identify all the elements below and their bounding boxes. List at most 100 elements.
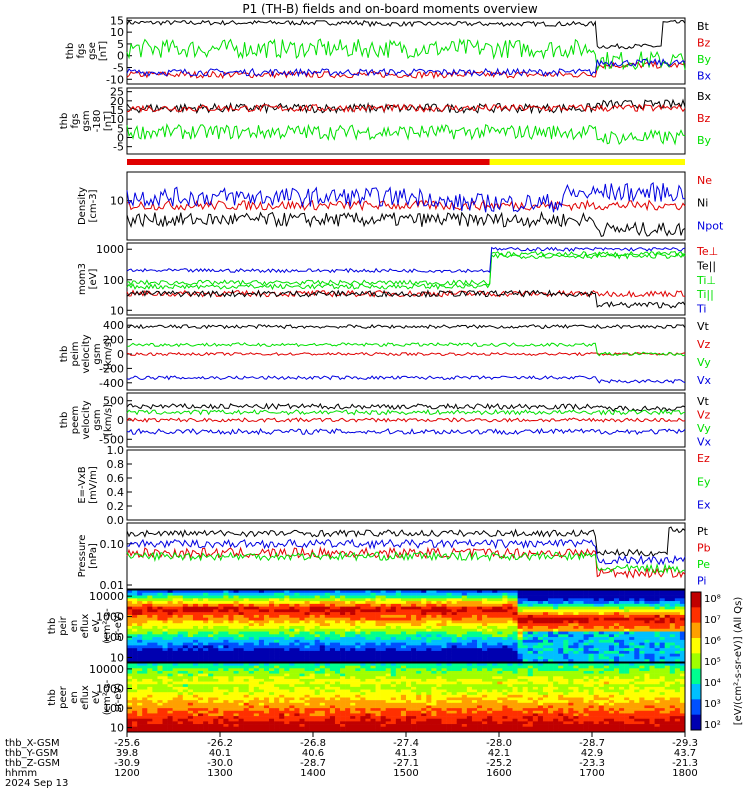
spectrogram-cell [416,692,422,696]
spectrogram-cell [375,705,381,709]
spectrogram-cell [329,620,336,624]
spectrogram-cell [385,626,392,630]
spectrogram-cell [406,614,412,618]
spectrogram-cell [649,631,655,635]
spectrogram-cell [345,665,351,669]
spectrogram-cell [243,705,250,709]
spectrogram-cell [350,628,356,632]
spectrogram-cell [426,710,432,714]
spectrogram-cell [350,634,356,638]
spectrogram-cell [355,612,361,616]
spectrogram-cell [324,686,331,690]
spectrogram-cell [588,612,594,616]
spectrogram-cell [203,713,209,717]
spectrogram-cell [324,702,331,706]
spectrogram-cell [274,678,280,682]
spectrogram-cell [329,609,336,613]
spectrogram-cell [162,626,168,630]
spectrogram-cell [167,634,173,638]
spectrogram-cell [152,659,158,663]
spectrogram-cell [208,617,214,621]
spectrogram-cell [492,678,498,682]
spectrogram-cell [654,623,660,627]
spectrogram-cell [198,592,204,596]
spectrogram-cell [390,659,397,663]
spectrogram-cell [340,639,346,643]
spectrogram-cell [238,718,244,722]
spectrogram-cell [279,601,285,605]
spectrogram-cell [426,653,432,657]
spectrogram-cell [583,626,589,630]
spectrogram-cell [350,637,356,641]
spectrogram-cell [294,692,300,696]
spectrogram-cell [294,697,300,701]
spectrogram-cell [309,653,315,657]
spectrogram-cell [167,609,173,613]
spectrogram-cell [426,628,432,632]
spectrogram-cell [329,590,336,594]
spectrogram-cell [340,692,346,696]
spectrogram-cell [142,670,148,674]
spectrogram-cell [157,609,163,613]
spectrogram-cell [390,702,397,706]
spectrogram-cell [157,642,163,646]
spectrogram-cell [294,595,300,599]
spectrogram-cell [152,648,158,652]
spectrogram-cell [517,639,523,643]
spectrogram-cell [233,668,239,672]
spectrogram-cell [634,631,640,635]
spectrogram-cell [502,678,508,682]
spectrogram-cell [497,697,503,701]
spectrogram-cell [309,659,315,663]
spectrogram-cell [355,598,361,602]
spectrogram-cell [162,612,168,616]
spectrogram-cell [238,663,244,666]
spectrogram-cell [208,626,214,630]
spectrogram-cell [375,653,381,657]
spectrogram-cell [492,656,498,660]
spectrogram-cell [218,639,224,643]
spectrogram-cell [284,634,290,638]
spectrogram-cell [274,614,280,618]
spectrogram-cell [461,721,468,725]
spectrogram-cell [542,606,549,610]
series-Bx [126,58,686,78]
spectrogram-cell [400,684,407,688]
spectrogram-cell [542,626,549,630]
spectrogram-cell [512,592,518,596]
spectrogram-cell [258,645,265,649]
spectrogram-cell [294,653,300,657]
spectrogram-cell [669,659,676,663]
spectrogram-cell [223,718,229,722]
spectrogram-cell [329,653,336,657]
spectrogram-cell [319,681,326,685]
spectrogram-cell [360,595,366,599]
spectrogram-cell [203,603,209,607]
spectrogram-cell [649,606,655,610]
spectrogram-cell [319,724,326,727]
spectrogram-cell [593,637,600,641]
spectrogram-cell [411,718,417,722]
spectrogram-cell [248,617,255,621]
spectrogram-cell [243,708,250,712]
spectrogram-cell [421,694,427,698]
spectrogram-cell [132,631,138,635]
spectrogram-cell [416,676,422,680]
spectrogram-cell [492,648,498,652]
spectrogram-cell [350,620,356,624]
spectrogram-cell [340,663,346,666]
spectrogram-cell [553,639,559,643]
spectrogram-cell [258,721,265,725]
spectrogram-cell [395,710,402,714]
spectrogram-cell [360,592,366,596]
spectrogram-cell [248,609,255,613]
spectrogram-cell [289,721,295,725]
spectrogram-cell [233,721,239,725]
spectrogram-cell [137,705,143,709]
spectrogram-cell [380,609,387,613]
spectrogram-cell [182,637,189,641]
spectrogram-cell [446,689,452,693]
spectrogram-cell [137,642,143,646]
spectrogram-cell [340,678,346,682]
spectrogram-cell [365,708,371,712]
